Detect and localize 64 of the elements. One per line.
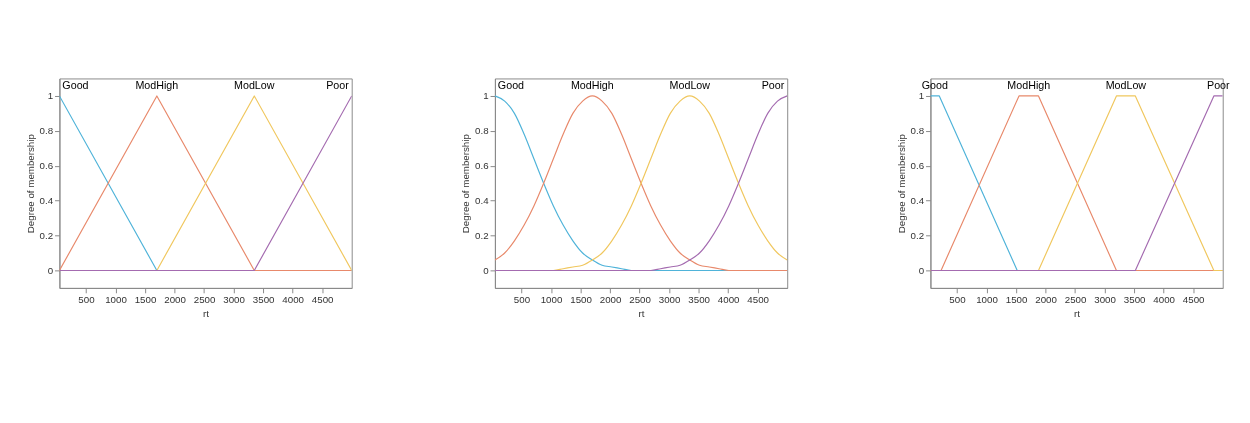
y-tick-label: 0.6	[39, 160, 54, 172]
y-axis-title: Degree of membership	[24, 134, 36, 234]
y-tick-label: 0.8	[39, 125, 54, 137]
x-tick-label: 500	[78, 294, 96, 306]
series-label: Good	[921, 79, 948, 92]
x-tick-label: 1000	[540, 294, 563, 306]
series-label: Poor	[1206, 79, 1231, 92]
x-tick-label: 4000	[1153, 294, 1176, 306]
x-tick-label: 2500	[193, 294, 216, 306]
series-label: Poor	[326, 79, 350, 92]
x-tick-label: 3000	[1094, 294, 1117, 306]
x-tick-label: 1500	[570, 294, 593, 306]
x-tick-label: 4500	[1182, 294, 1206, 306]
series-label: ModLow	[234, 79, 275, 92]
series-label: Good	[62, 79, 89, 92]
x-tick-label: 3500	[1123, 294, 1147, 306]
y-tick-label: 0.4	[475, 195, 490, 207]
x-tick-label: 1000	[976, 294, 999, 306]
x-axis-title: rt	[203, 307, 210, 319]
y-tick-label: 0.6	[910, 160, 925, 172]
series-label: ModHigh	[135, 79, 179, 92]
x-tick-label: 500	[513, 294, 531, 306]
y-tick-label: 1	[47, 90, 54, 102]
series-label: Poor	[761, 79, 785, 92]
y-tick-label: 0.2	[910, 229, 925, 241]
x-tick-label: 4500	[747, 294, 770, 306]
x-tick-label: 2500	[1064, 294, 1087, 306]
x-axis-title: rt	[1074, 307, 1081, 319]
y-tick-label: 0.6	[475, 160, 489, 172]
x-tick-label: 1500	[1005, 294, 1028, 306]
y-tick-label: 0	[483, 264, 490, 276]
y-tick-label: 1	[483, 90, 489, 102]
y-tick-label: 0	[47, 264, 54, 276]
y-tick-label: 0.4	[910, 195, 925, 207]
y-tick-label: 0.2	[39, 229, 54, 241]
x-tick-label: 4000	[717, 294, 741, 306]
y-tick-label: 0	[918, 264, 925, 276]
x-tick-label: 4000	[282, 294, 305, 306]
line-series	[494, 95, 788, 272]
y-tick-label: 0.2	[475, 229, 489, 241]
series-label: ModHigh	[570, 79, 614, 92]
x-tick-label: 3500	[252, 294, 276, 306]
series-label: Good	[497, 79, 525, 92]
x-tick-label: 2500	[629, 294, 652, 306]
y-tick-label: 0.8	[910, 125, 925, 137]
x-tick-label: 2000	[164, 294, 187, 306]
x-tick-label: 3000	[223, 294, 246, 306]
x-tick-label: 4500	[311, 294, 335, 306]
x-axis-title: rt	[638, 307, 645, 319]
y-tick-label: 0.4	[39, 195, 54, 207]
y-tick-label: 0.8	[475, 125, 489, 137]
y-axis-title: Degree of membership	[460, 134, 472, 234]
x-tick-label: 2000	[599, 294, 622, 306]
y-axis-title: Degree of membership	[895, 134, 907, 234]
x-tick-label: 500	[949, 294, 967, 306]
x-tick-label: 1500	[134, 294, 157, 306]
y-tick-label: 1	[918, 90, 925, 102]
x-tick-label: 1000	[105, 294, 128, 306]
x-tick-label: 3000	[658, 294, 682, 306]
x-tick-label: 2000	[1035, 294, 1058, 306]
series-label: ModHigh	[1007, 79, 1051, 92]
series-label: ModLow	[669, 79, 711, 92]
x-tick-label: 3500	[688, 294, 711, 306]
series-label: ModLow	[1105, 79, 1147, 92]
